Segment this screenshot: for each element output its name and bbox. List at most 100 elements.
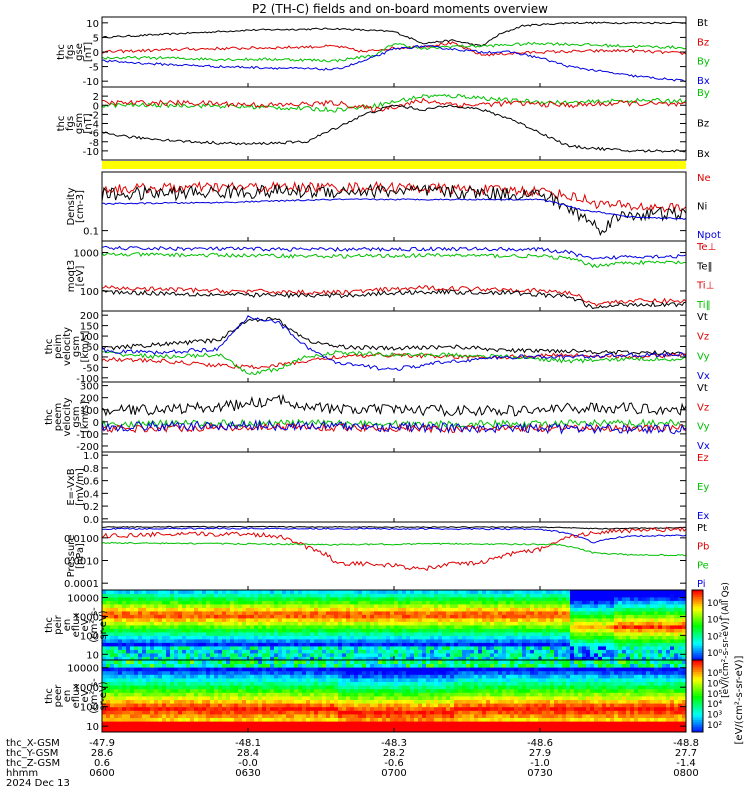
spectrogram-cell [262,674,267,679]
spectrogram-cell [322,721,327,726]
spectrogram-cell [522,625,527,629]
spectrogram-cell [326,593,331,598]
spectrogram-cell [434,621,439,626]
spectrogram-cell [494,614,499,619]
spectrogram-cell [426,721,431,726]
y-tick-label: 50 [86,343,99,354]
series-Pe-line [101,541,687,557]
spectrogram-cell [682,604,687,608]
spectrogram-cell [454,653,459,657]
spectrogram-cell [458,653,463,657]
spectrogram-cell [238,604,243,608]
spectrogram-cell [358,628,363,633]
spectrogram-cell [626,628,631,633]
spectrogram-cell [514,646,519,650]
spectrogram-cell [254,649,259,654]
spectrogram-cell [354,635,359,640]
spectrogram-cell [310,681,315,686]
legend-entry: Bx [697,149,710,160]
spectrogram-cell [586,590,591,594]
spectrogram-cell [178,688,183,693]
spectrogram-cell [110,604,115,608]
spectrogram-cell [354,688,359,693]
spectrogram-cell [146,706,151,711]
spectrogram-cell [342,696,347,700]
spectrogram-cell [274,635,279,640]
spectrogram-cell [538,635,543,640]
spectrogram-cell [150,728,155,733]
spectrogram-cell [158,660,163,664]
spectrogram-cell [418,590,423,594]
spectrogram-cell [534,607,539,612]
spectrogram-cell [378,642,383,647]
spectrogram-cell [194,614,199,619]
spectrogram-cell [306,714,311,718]
spectrogram-cell [450,660,455,664]
spectrogram-cell [242,660,247,664]
spectrogram-cell [370,642,375,647]
spectrogram-cell [634,593,639,598]
spectrogram-cell [342,660,347,664]
spectrogram-cell [438,621,443,626]
spectrogram-cell [470,590,475,594]
spectrogram-cell [126,663,131,668]
spectrogram-cell [386,593,391,598]
spectrogram-cell [422,703,427,708]
spectrogram-cell [402,681,407,686]
spectrogram-cell [254,674,259,679]
spectrogram-cell [354,717,359,722]
spectrogram-cell [602,593,607,598]
spectrogram-cell [638,590,643,594]
spectrogram-cell [378,681,383,686]
spectrogram-cell [150,611,155,615]
spectrogram-cell [518,649,523,654]
spectrogram-cell [190,724,195,729]
spectrogram-cell [498,593,503,598]
spectrogram-cell [550,597,555,601]
spectrogram-cell [170,660,175,664]
spectrogram-cell [410,660,415,664]
spectrogram-cell [398,663,403,668]
spectrogram-cell [206,692,211,697]
spectrogram-cell [298,614,303,619]
spectrogram-cell [270,618,275,622]
spectrogram-cell [146,728,151,733]
spectrogram-cell [542,590,547,594]
spectrogram-cell [622,649,627,654]
spectrogram-cell [130,593,135,598]
spectrogram-cell [554,649,559,654]
spectrogram-cell [518,593,523,598]
spectrogram-cell [526,625,531,629]
spectrogram-cell [242,618,247,622]
spectrogram-cell [594,625,599,629]
spectrogram-cell [510,597,515,601]
spectrogram-cell [142,660,147,664]
spectrogram-cell [206,710,211,715]
spectrogram-cell [310,692,315,697]
spectrogram-cell [270,628,275,633]
spectrogram-cell [582,646,587,650]
spectrogram-cell [514,635,519,640]
spectrogram-cell [134,717,139,722]
spectrogram-cell [654,625,659,629]
spectrogram-cell [614,635,619,640]
spectrogram-cell [418,724,423,729]
spectrogram-cell [414,728,419,733]
spectrogram-cell [526,621,531,626]
spectrogram-cell [538,632,543,636]
spectrogram-cell [354,724,359,729]
spectrogram-cell [126,685,131,690]
spectrogram-cell [478,649,483,654]
spectrogram-cell [206,593,211,598]
spectrogram-cell [294,724,299,729]
spectrogram-cell [338,706,343,711]
spectrogram-cell [194,714,199,718]
spectrogram-cell [682,642,687,647]
spectrogram-cell [378,628,383,633]
spectrogram-cell [210,628,215,633]
spectrogram-cell [370,614,375,619]
spectrogram-cell [254,678,259,682]
legend-entry: Bz [697,119,709,130]
spectrogram-cell [498,628,503,633]
spectrogram-cell [602,649,607,654]
